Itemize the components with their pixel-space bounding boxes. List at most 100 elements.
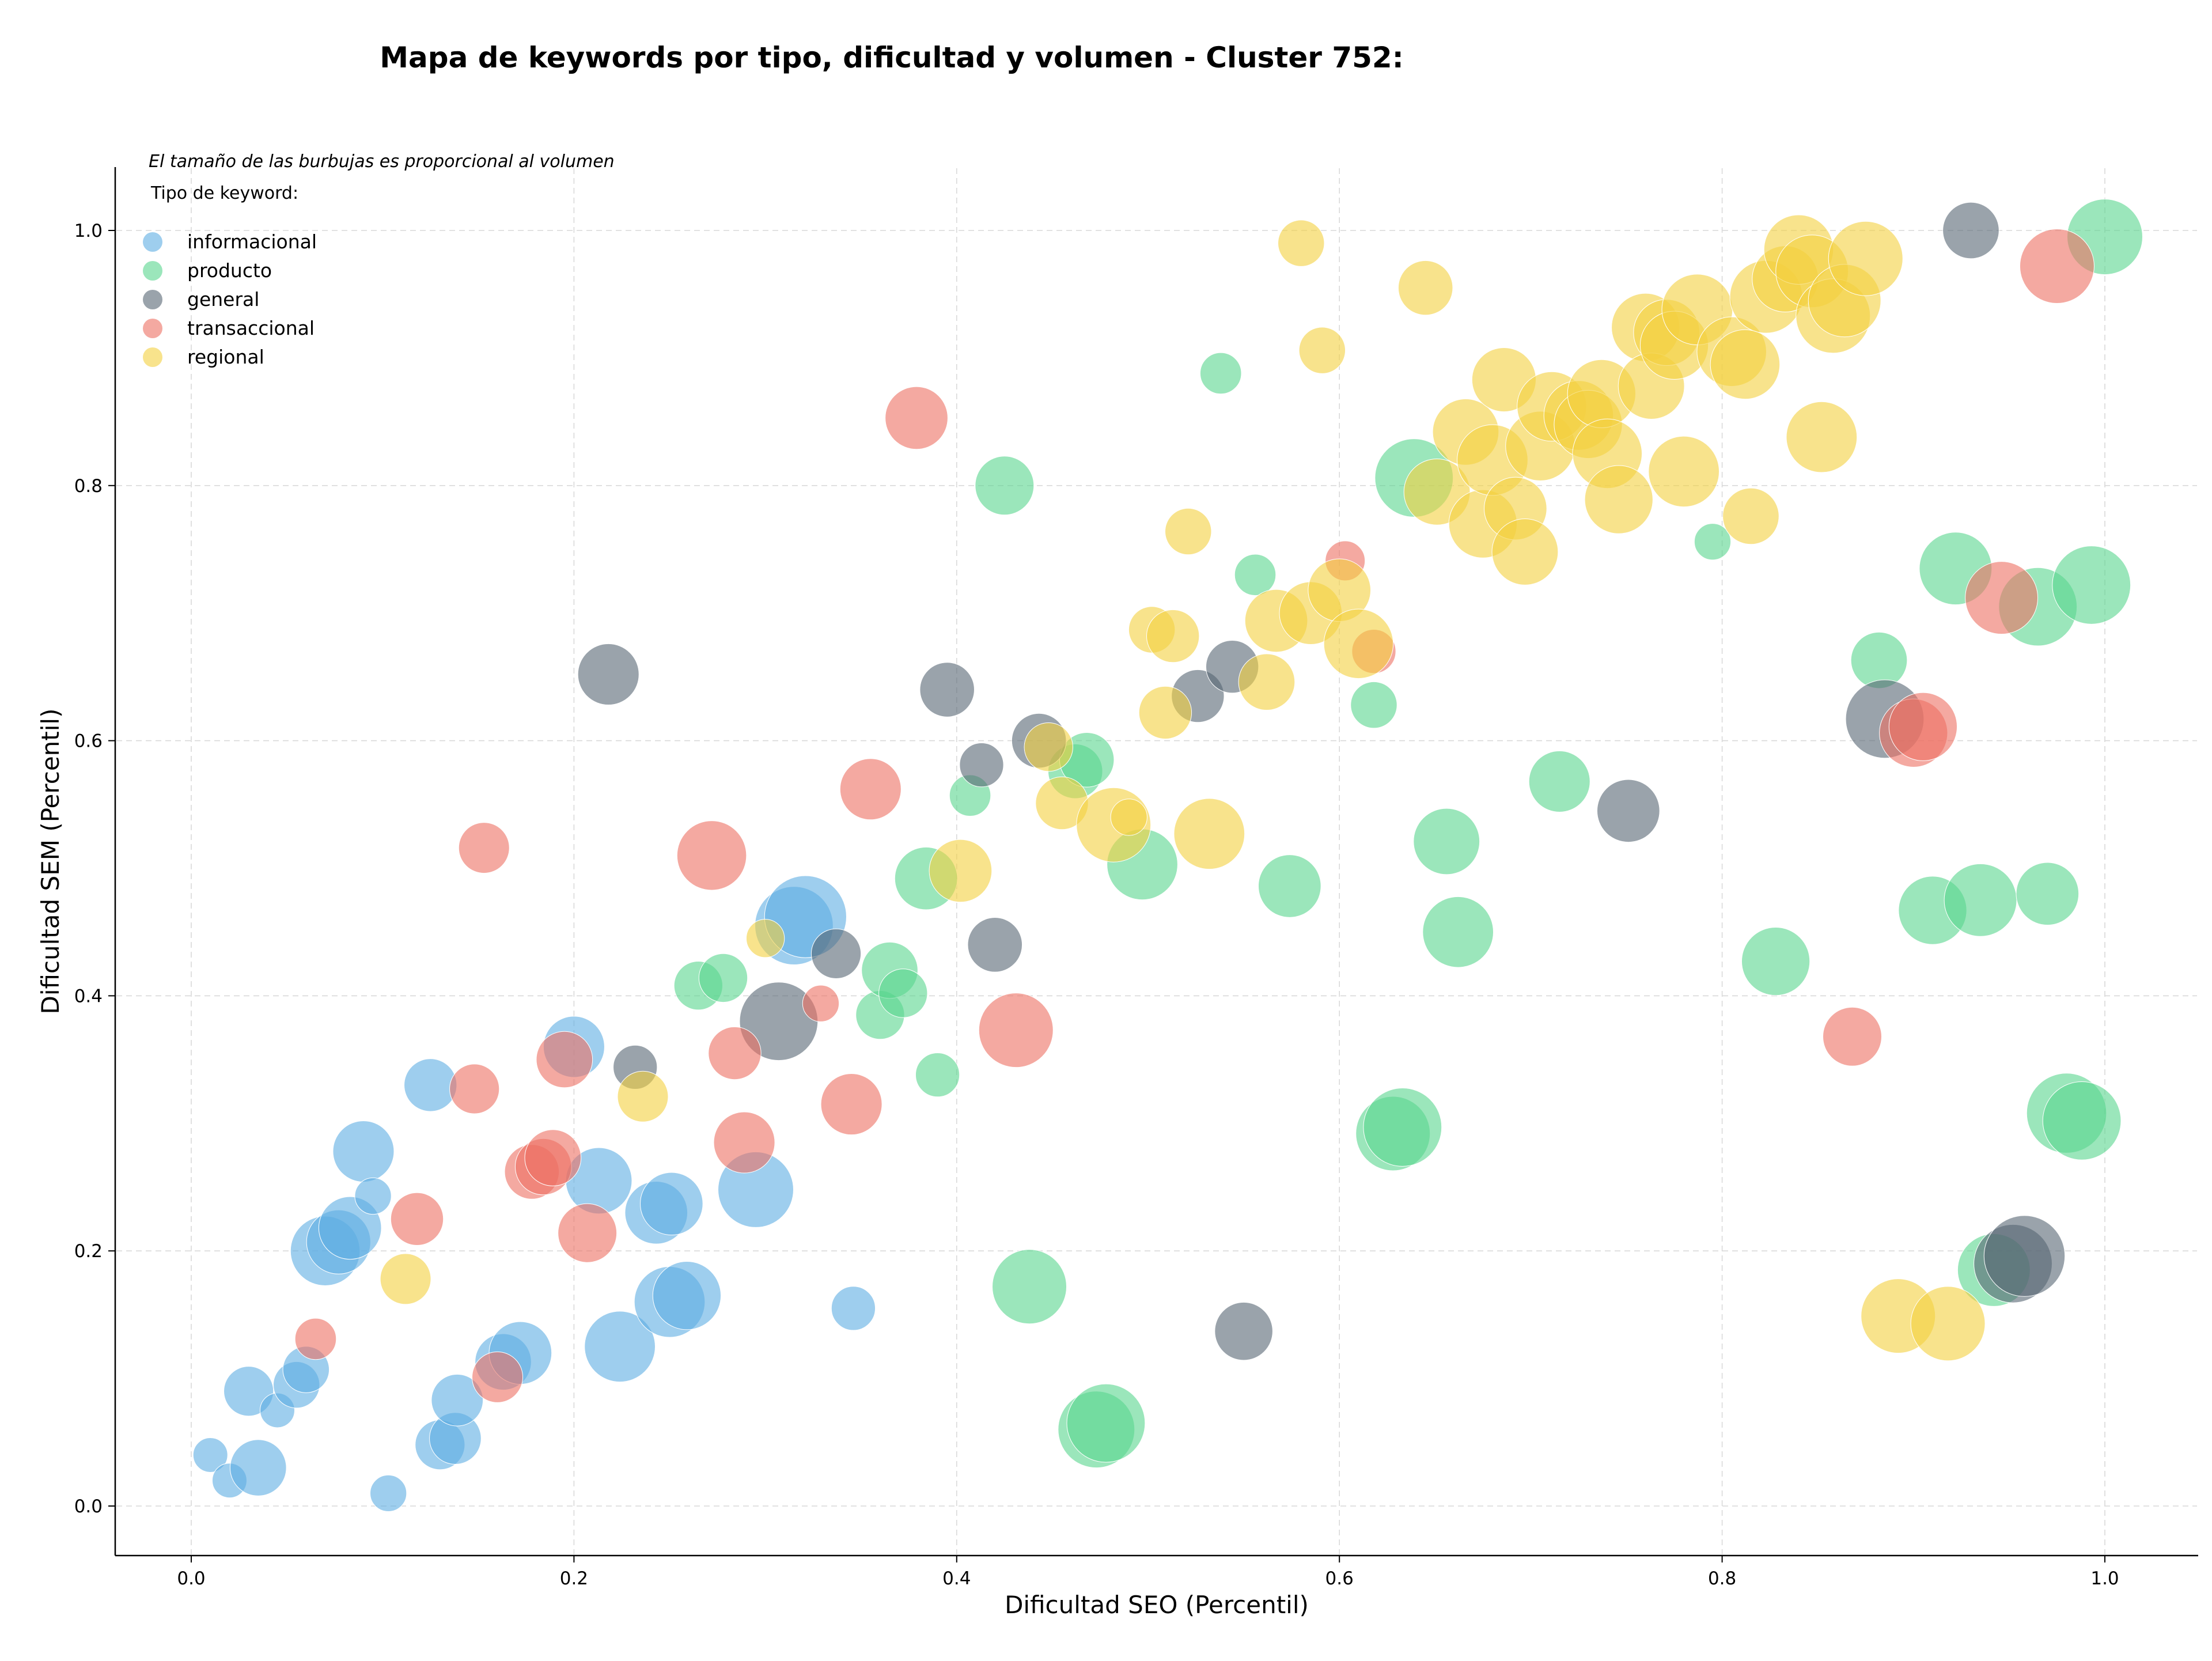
bubble-producto [878, 968, 928, 1018]
bubble-regional [1024, 722, 1073, 772]
bubble-producto [1350, 681, 1397, 729]
bubble-producto [2016, 862, 2080, 926]
x-tick-label: 0.2 [560, 1568, 588, 1589]
bubble-producto [1413, 808, 1480, 875]
legend-marker-producto [143, 261, 162, 281]
bubble-regional [380, 1253, 431, 1305]
bubble-regional [1910, 1286, 1986, 1361]
y-tick-label: 0.8 [74, 476, 103, 497]
x-axis-label: Dificultad SEO (Percentil) [1005, 1591, 1309, 1619]
bubble-regional [1298, 327, 1346, 374]
bubble-regional [1710, 329, 1781, 400]
bubble-informacional [652, 1261, 722, 1330]
bubble-producto [975, 456, 1035, 516]
axes [114, 167, 2198, 1557]
bubble-transaccional [713, 1111, 775, 1174]
bubble-producto [1528, 750, 1590, 812]
bubble-regional [1491, 519, 1559, 585]
bubble-transaccional [978, 993, 1054, 1068]
bubble-regional [1278, 220, 1325, 267]
legend-title: Tipo de keyword: [150, 183, 298, 203]
bubble-producto [698, 953, 748, 1003]
bubble-general [1983, 1215, 2066, 1297]
y-tick-label: 0.6 [74, 731, 103, 752]
legend-label-general: general [187, 288, 259, 311]
bubble-informacional [354, 1177, 392, 1215]
grid [116, 168, 2197, 1554]
bubble-transaccional [676, 820, 747, 891]
bubble-regional [1165, 508, 1212, 555]
bubble-regional [617, 1070, 669, 1122]
bubble-regional [1786, 401, 1858, 473]
bubble-transaccional [472, 1351, 524, 1403]
bubble-producto [1741, 926, 1810, 996]
bubble-transaccional [1965, 561, 2039, 635]
x-tick-label: 0.4 [942, 1568, 971, 1589]
bubble-transaccional [1888, 692, 1958, 761]
bubble-transaccional [1822, 1007, 1882, 1066]
bubble-general [810, 928, 862, 979]
bubble-informacional [224, 1366, 274, 1417]
bubble-informacional [639, 1172, 703, 1236]
bubble-transaccional [558, 1203, 618, 1263]
bubble-informacional [370, 1474, 407, 1512]
bubble-informacional [584, 1311, 656, 1383]
legend-marker-general [143, 290, 162, 309]
bubble-regional [1146, 609, 1200, 663]
x-tick-label: 0.6 [1325, 1568, 1354, 1589]
y-tick-label: 0.2 [74, 1241, 103, 1262]
bubble-general [1214, 1301, 1273, 1361]
bubble-informacional [404, 1058, 457, 1112]
bubble-producto [1234, 554, 1277, 596]
bubble-producto [1066, 1383, 1146, 1463]
legend-marker-regional [143, 347, 162, 367]
bubble-transaccional [536, 1031, 593, 1088]
y-tick-label: 0.4 [74, 986, 103, 1007]
bubble-producto [1422, 896, 1494, 968]
bubble-general [1596, 779, 1660, 843]
legend-label-producto: producto [187, 259, 272, 282]
bubble-informacional [229, 1439, 287, 1496]
bubble-transaccional [294, 1318, 337, 1360]
bubble-transaccional [458, 822, 510, 874]
bubble-regional [1323, 608, 1394, 679]
ticks: 0.0 0.2 0.4 0.6 0.8 1.0 0.0 0.2 0.4 0.6 0.8 1.0 [74, 221, 2119, 1589]
bubble-regional [1138, 686, 1192, 740]
bubble-informacional [332, 1120, 395, 1183]
bubble-transaccional [524, 1129, 582, 1186]
bubble-regional [1238, 653, 1296, 711]
bubble-producto [1257, 854, 1321, 918]
legend: El tamaño de las burbujas es proporciona… [143, 152, 615, 368]
bubble-regional [1397, 260, 1453, 316]
bubble-producto [1199, 352, 1242, 395]
bubble-producto [2042, 1081, 2122, 1160]
bubble-regional [745, 919, 785, 958]
bubble-regional [1648, 436, 1720, 508]
bubble-transaccional [2019, 228, 2094, 304]
bubble-producto [1694, 523, 1732, 561]
y-axis-label: Dificultad SEM (Percentil) [36, 709, 65, 1015]
bubble-regional [1173, 798, 1245, 870]
bubble-transaccional [708, 1026, 762, 1080]
legend-marker-informacional [143, 232, 162, 252]
bubble-producto [1944, 863, 2017, 937]
bubble-transaccional [839, 758, 902, 820]
x-tick-label: 0.8 [1708, 1568, 1736, 1589]
bubble-transaccional [390, 1192, 444, 1246]
bubble-layer [192, 199, 2143, 1512]
bubble-general [1942, 202, 1999, 259]
bubble-general [959, 743, 1004, 788]
bubble-producto [2052, 546, 2131, 625]
legend-size-note: El tamaño de las burbujas es proporciona… [149, 152, 615, 172]
bubble-producto [915, 1053, 960, 1098]
bubble-informacional [431, 1374, 484, 1427]
bubble-transaccional [820, 1073, 882, 1136]
legend-marker-transaccional [143, 319, 162, 338]
bubble-regional [929, 839, 993, 903]
x-tick-label: 1.0 [2090, 1568, 2119, 1589]
bubble-transaccional [449, 1064, 500, 1114]
legend-label-transaccional: transaccional [187, 317, 315, 339]
y-tick-label: 0.0 [74, 1496, 103, 1517]
bubble-producto [1363, 1088, 1442, 1167]
